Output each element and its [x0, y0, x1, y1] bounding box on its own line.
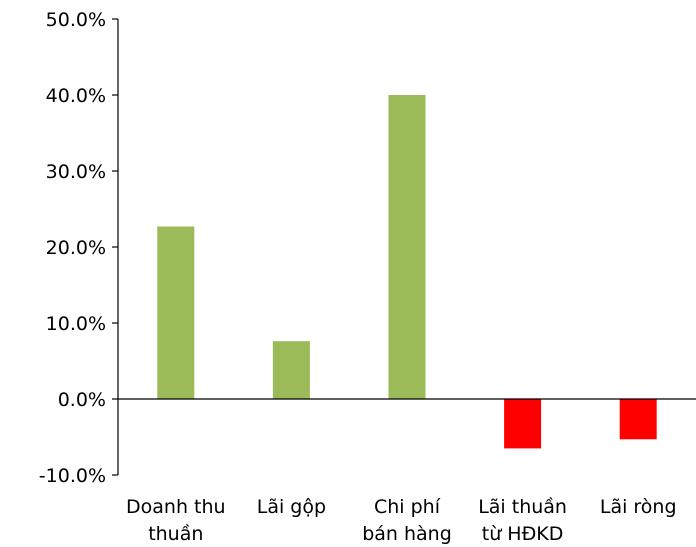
bar	[619, 399, 657, 440]
y-tick-label: 10.0%	[46, 313, 106, 335]
x-category-label: Lãi gộp	[257, 496, 326, 518]
y-axis-ticks: -10.0% 0.0% 10.0% 20.0% 30.0% 40.0% 50.0%	[39, 9, 118, 487]
bar	[504, 399, 542, 449]
y-tick-label: 20.0%	[46, 237, 106, 259]
x-category-label: Doanh thu thuần	[126, 496, 226, 545]
y-tick-label: 50.0%	[46, 9, 106, 31]
x-axis-labels: Doanh thu thuần Lãi gộp Chi phí bán hàng Lãi …	[126, 496, 677, 545]
y-tick-label: 0.0%	[58, 389, 106, 411]
x-category-label: Lãi thuần từ HĐKD	[478, 496, 567, 545]
bar	[388, 95, 426, 399]
x-category-label: Chi phí bán hàng	[362, 496, 452, 545]
bar	[272, 341, 310, 399]
bars-group	[157, 95, 657, 449]
bar	[157, 226, 195, 399]
y-tick-label: 40.0%	[46, 85, 106, 107]
y-tick-label: -10.0%	[39, 465, 106, 487]
y-tick-label: 30.0%	[46, 161, 106, 183]
x-category-label: Lãi ròng	[600, 496, 677, 518]
